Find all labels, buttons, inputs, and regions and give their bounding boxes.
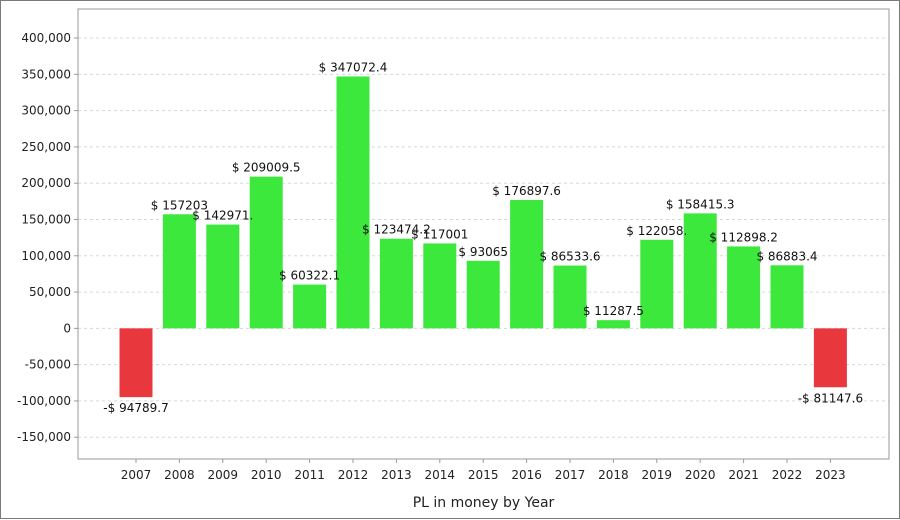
- x-tick-label: 2021: [728, 468, 759, 482]
- data-label: -$ 94789.7: [103, 401, 168, 415]
- plot-area-border: [77, 8, 890, 460]
- x-tick-label: 2013: [381, 468, 412, 482]
- x-tick-label: 2007: [121, 468, 152, 482]
- data-label: $ 112898.2: [709, 230, 778, 244]
- data-label: $ 123474.2: [362, 223, 431, 237]
- bar: [596, 320, 630, 329]
- data-label: $ 176897.6: [492, 184, 561, 198]
- bar: [553, 265, 587, 329]
- x-tick-label: 2016: [511, 468, 542, 482]
- data-label: $ 209009.5: [232, 161, 301, 175]
- data-label: $ 117001: [411, 227, 468, 241]
- x-tick-label: 2023: [815, 468, 846, 482]
- bar: [379, 238, 413, 329]
- bar: [727, 246, 761, 329]
- x-tick-label: 2008: [164, 468, 195, 482]
- y-tick-label: 250,000: [21, 140, 71, 154]
- bar: [206, 224, 240, 329]
- x-tick-label: 2015: [468, 468, 499, 482]
- data-label: $ 122058.: [626, 224, 687, 238]
- y-tick-label: 50,000: [29, 285, 71, 299]
- x-tick-label: 2014: [425, 468, 456, 482]
- bars: [119, 76, 847, 398]
- y-tick-label: 400,000: [21, 31, 71, 45]
- bar: [510, 199, 544, 329]
- x-tick-label: 2011: [294, 468, 325, 482]
- x-tick-label: 2019: [642, 468, 673, 482]
- x-axis-title: PL in money by Year: [413, 495, 555, 511]
- y-tick-label: 200,000: [21, 176, 71, 190]
- bar: [423, 243, 457, 329]
- bar: [683, 213, 717, 329]
- y-tick-label: 300,000: [21, 104, 71, 118]
- x-tick-label: 2020: [685, 468, 716, 482]
- data-label: $ 11287.5: [583, 304, 644, 318]
- data-label: $ 93065: [458, 245, 508, 259]
- data-label: $ 86533.6: [539, 250, 600, 264]
- y-tick-label: 150,000: [21, 212, 71, 226]
- y-tick-label: -100,000: [17, 394, 71, 408]
- y-tick-label: 0: [63, 321, 71, 335]
- data-label: $ 142971.: [192, 209, 253, 223]
- bar: [466, 260, 500, 329]
- data-label: $ 86883.4: [756, 249, 817, 263]
- bar: [119, 328, 153, 398]
- x-tick-label: 2012: [338, 468, 369, 482]
- x-axis-ticks: 2007 2008 2009 2010 2011 2012 2013 2014 2015 2016…: [121, 459, 846, 482]
- y-tick-label: -150,000: [17, 430, 71, 444]
- bar: [770, 265, 804, 329]
- y-tick-label: -50,000: [25, 358, 71, 372]
- data-label: $ 157203: [151, 198, 208, 212]
- bar: [336, 76, 370, 329]
- x-tick-label: 2018: [598, 468, 629, 482]
- x-tick-label: 2017: [555, 468, 586, 482]
- data-label: -$ 81147.6: [798, 391, 863, 405]
- data-labels: -$ 94789.7 $ 157203$ 142971. $ 209009.5 $ 6…: [103, 60, 863, 415]
- y-tick-label: 350,000: [21, 67, 71, 81]
- bar: [813, 328, 847, 388]
- x-tick-label: 2009: [208, 468, 239, 482]
- y-axis-ticks: -150,000 -100,000 -50,000 0 50,000 100,000 150…: [17, 31, 78, 444]
- data-label: $ 60322.1: [279, 269, 340, 283]
- y-tick-label: 100,000: [21, 249, 71, 263]
- x-tick-label: 2022: [772, 468, 803, 482]
- data-label: $ 158415.3: [666, 197, 735, 211]
- bar: [293, 284, 327, 329]
- x-tick-label: 2010: [251, 468, 282, 482]
- bar: [162, 214, 196, 329]
- bar: [249, 176, 283, 329]
- bar: [640, 239, 674, 329]
- data-label: $ 347072.4: [319, 60, 388, 74]
